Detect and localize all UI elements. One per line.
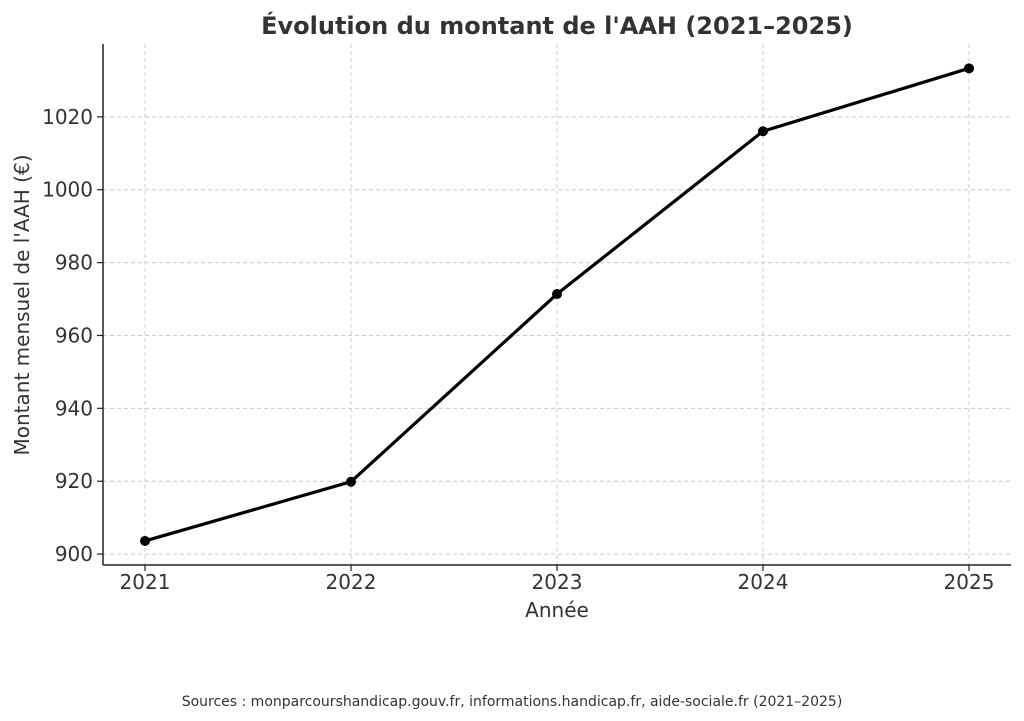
data-point	[758, 126, 768, 137]
x-tick-label: 2025	[944, 570, 995, 594]
y-tick-label: 980	[55, 251, 93, 275]
source-note: Sources : monparcourshandicap.gouv.fr, i…	[182, 694, 843, 710]
x-axis-label: Année	[525, 598, 589, 622]
data-point	[964, 63, 974, 74]
series	[140, 63, 974, 546]
data-point	[346, 476, 356, 487]
x-tick-label: 2024	[738, 570, 789, 594]
data-point	[552, 289, 562, 300]
y-tick-label: 940	[55, 396, 93, 420]
y-axis-label: Montant mensuel de l'AAH (€)	[10, 155, 34, 456]
x-tick-label: 2021	[120, 570, 171, 594]
grid	[103, 44, 1011, 565]
y-tick-label: 920	[55, 469, 93, 493]
y-tick-label: 1020	[42, 105, 93, 129]
axes	[97, 44, 1011, 571]
y-tick-label: 960	[55, 323, 93, 347]
x-tick-label: 2022	[326, 570, 377, 594]
tick-labels: 2021 2022 2023 2024 2025 900 920 940 960 980 1000 1…	[42, 105, 994, 594]
y-tick-label: 900	[55, 542, 93, 566]
x-tick-label: 2023	[532, 570, 583, 594]
y-tick-label: 1000	[42, 178, 93, 202]
chart-title: Évolution du montant de l'AAH (2021–2025…	[261, 11, 853, 40]
data-point	[140, 535, 150, 546]
